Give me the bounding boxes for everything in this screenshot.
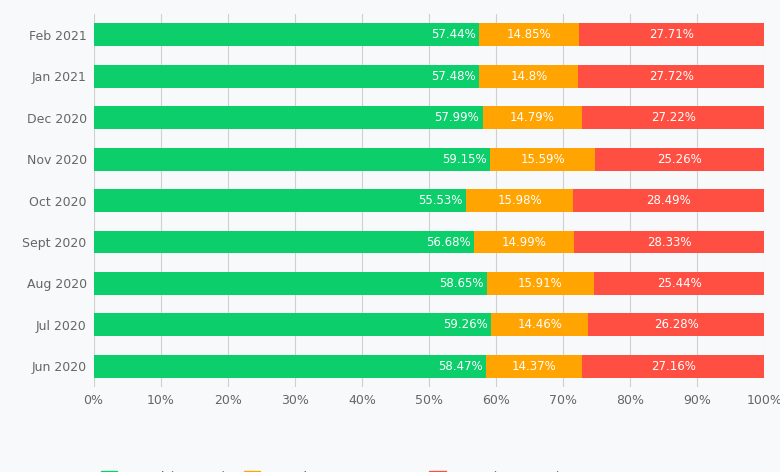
Text: 14.46%: 14.46% [517,319,562,331]
Text: 14.99%: 14.99% [502,236,547,249]
Text: 14.79%: 14.79% [510,111,555,124]
Bar [479,24,579,46]
Bar [573,189,764,212]
Text: 27.22%: 27.22% [651,111,696,124]
Text: 57.48%: 57.48% [431,70,476,83]
Bar [579,24,764,46]
Bar [483,106,582,129]
Text: 59.15%: 59.15% [442,152,487,166]
Bar [479,65,579,88]
Text: 15.98%: 15.98% [498,194,542,207]
Text: 27.71%: 27.71% [649,28,694,42]
Bar [94,148,491,170]
Bar [486,355,582,378]
Bar [94,272,487,295]
Bar [94,24,479,46]
Text: 57.44%: 57.44% [431,28,476,42]
Bar [582,355,764,378]
Text: 14.85%: 14.85% [506,28,551,42]
Text: 26.28%: 26.28% [654,319,699,331]
Text: 55.53%: 55.53% [418,194,463,207]
Bar [491,313,588,336]
Text: 15.59%: 15.59% [520,152,565,166]
Bar [595,148,764,170]
Bar [582,106,764,129]
Text: 56.68%: 56.68% [426,236,470,249]
Bar [94,106,483,129]
Bar [487,272,594,295]
Bar [94,231,473,253]
Bar [94,355,486,378]
Bar [466,189,573,212]
Bar [94,189,466,212]
Text: 28.49%: 28.49% [647,194,691,207]
Text: 58.47%: 58.47% [438,360,483,373]
Text: 14.8%: 14.8% [510,70,548,83]
Text: 14.37%: 14.37% [512,360,556,373]
Text: 15.91%: 15.91% [518,277,562,290]
Bar [491,148,595,170]
Text: 58.65%: 58.65% [439,277,484,290]
Bar [594,272,764,295]
Bar [94,65,479,88]
Bar [574,231,764,253]
Text: 57.99%: 57.99% [434,111,479,124]
Bar [473,231,574,253]
Text: 59.26%: 59.26% [443,319,488,331]
Bar [588,313,764,336]
Text: 27.16%: 27.16% [651,360,696,373]
Legend: Good (< 0.10), Needs Improvement, Poor (>= 0.25): Good (< 0.10), Needs Improvement, Poor (… [101,471,561,472]
Bar [94,313,491,336]
Text: 28.33%: 28.33% [647,236,692,249]
Text: 25.44%: 25.44% [657,277,701,290]
Text: 25.26%: 25.26% [658,152,702,166]
Text: 27.72%: 27.72% [649,70,694,83]
Bar [579,65,764,88]
